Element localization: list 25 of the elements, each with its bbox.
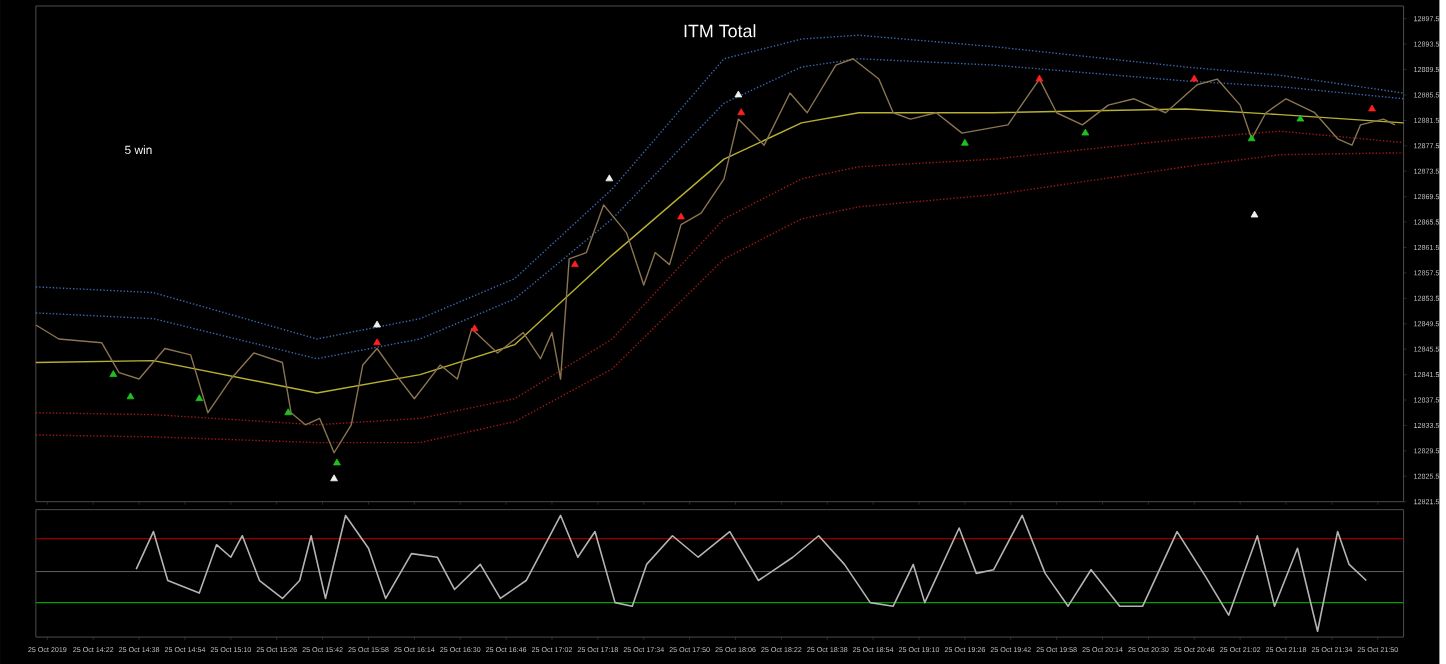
line-series [35,57,1396,453]
point [373,337,381,345]
point [1368,104,1376,111]
text: ITM Total [684,23,756,37]
point [605,173,614,181]
point [734,90,743,97]
point [677,212,685,219]
point [373,320,381,327]
point [571,259,579,267]
point [333,458,341,465]
point [470,323,479,331]
point [1250,210,1259,217]
point [1035,74,1044,81]
point [961,138,969,146]
point [1296,114,1305,122]
point [126,391,135,399]
point [109,369,118,377]
point [1081,128,1090,135]
point [737,107,746,115]
line-series [35,107,1405,394]
point [1190,74,1199,81]
point [195,393,204,401]
point [330,473,338,481]
point [1247,133,1256,141]
point [284,407,293,415]
